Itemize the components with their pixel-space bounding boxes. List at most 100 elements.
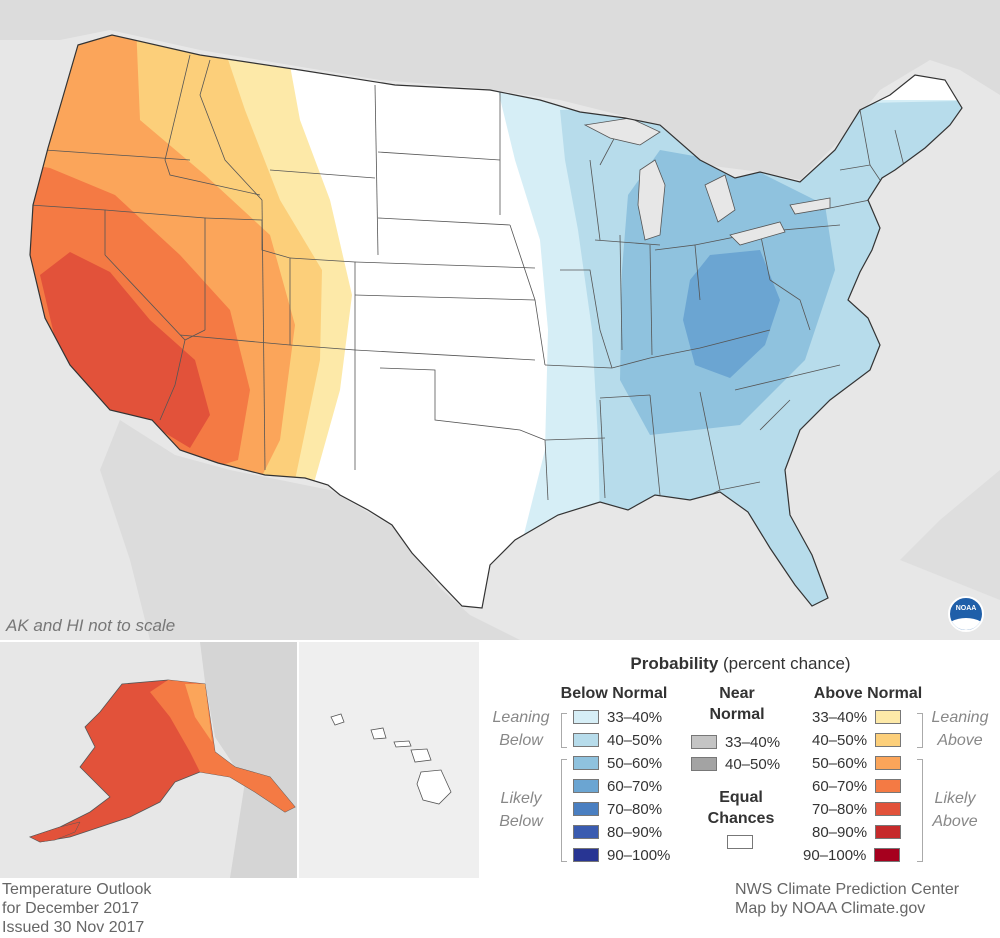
legend-item-below-33-40: 33–40% [573,708,662,726]
alaska-50-60-area [185,684,212,742]
hawaii-inset [299,642,479,878]
swatch [874,848,901,862]
issue-date: Issued 30 Nov 2017 [2,919,145,936]
outlook-period: for December 2017 [2,900,139,917]
equal-chances-header: Equal Chances [681,787,801,829]
noaa-logo-wave [950,618,982,630]
legend-item-below-90-100: 90–100% [573,846,670,864]
outlook-title: Temperature Outlook [2,881,152,898]
swatch-label: 90–100% [803,846,867,864]
scale-note: AK and HI not to scale [6,616,176,635]
swatch [875,802,902,816]
alaska-map-graphic [28,642,297,878]
legend-item-near-40-50: 40–50% [691,755,780,773]
legend-item-above-40-50: 40–50% [812,731,902,749]
legend-item-above-70-80: 70–80% [812,800,902,818]
swatch [573,756,599,770]
lake-ontario [789,197,831,215]
legend-item-below-70-80: 70–80% [573,800,662,818]
legend-item-above-50-60: 50–60% [812,754,902,772]
swatch [573,802,599,816]
below-normal-header: Below Normal [560,685,668,702]
leaning-below-label: Leaning Below [481,706,561,752]
legend-item-above-33-40: 33–40% [812,708,902,726]
swatch-label: 33–40% [812,708,868,726]
legend-item-above-60-70: 60–70% [812,777,902,795]
canada-land [0,0,1000,180]
swatch [875,710,902,724]
legend-item-below-40-50: 40–50% [573,731,662,749]
above-normal-header: Above Normal [813,685,923,702]
state-boundaries [30,54,906,501]
swatch [573,825,599,839]
legend-item-below-60-70: 60–70% [573,777,662,795]
likely-above-line1: Likely [934,790,976,807]
swatch [691,757,717,771]
legend-item-near-33-40: 33–40% [691,733,780,751]
noaa-logo: NOAA [948,596,984,632]
swatch [573,710,599,724]
leaning-above-line2: Above [937,732,983,749]
near-normal-header-line1: Near [719,685,755,702]
oahu-island [370,727,387,740]
swatch-label: 70–80% [607,800,663,818]
swatch-label: 80–90% [607,823,663,841]
credit-climate-gov: Map by NOAA Climate.gov [735,900,926,917]
noaa-logo-text: NOAA [955,605,977,612]
lake-superior [583,117,661,146]
legend-title-rest: (percent chance) [718,654,851,673]
swatch-label: 50–60% [812,754,868,772]
lake-huron [704,174,736,223]
alaska-inset [0,642,297,878]
swatch-label: 50–60% [607,754,663,772]
hawaii-map-graphic [330,713,452,805]
swatch-label: 40–50% [607,731,663,749]
swatch-label: 90–100% [607,846,671,864]
equal-chances-swatch [727,835,753,849]
aleutian-islands [29,821,81,843]
likely-above-bracket [917,759,923,862]
swatch-label: 40–50% [725,755,781,773]
likely-below-line2: Below [499,813,543,830]
legend-item-below-80-90: 80–90% [573,823,662,841]
lake-erie [729,221,786,246]
leaning-below-line1: Leaning [492,709,550,726]
mexico-land [100,420,520,640]
legend-item-below-50-60: 50–60% [573,754,662,772]
molokai-island [393,740,412,748]
swatch-label: 80–90% [812,823,868,841]
leaning-above-line1: Leaning [931,709,989,726]
leaning-below-bracket [561,713,567,748]
swatch-label: 40–50% [812,731,868,749]
canada-land [200,642,297,878]
swatch-label: 33–40% [607,708,663,726]
legend-item-above-80-90: 80–90% [812,823,902,841]
alaska-likely-above-area [28,679,296,843]
swatch-label: 60–70% [607,777,663,795]
swatch [875,779,902,793]
legend-title-bold: Probability [630,654,719,673]
swatch [875,733,902,747]
likely-above-line2: Above [932,813,978,830]
alaska-60-70-area [150,680,295,812]
conus-map: AK and HI not to scale NOAA [0,0,1000,640]
swatch [573,733,599,747]
lake-michigan [637,159,666,241]
equal-chances-line2: Chances [707,810,775,827]
swatch-label: 70–80% [812,800,868,818]
likely-below-label: Likely Below [481,787,561,833]
swatch [573,848,599,862]
likely-below-bracket [561,759,567,862]
swatch-label: 60–70% [812,777,868,795]
leaning-below-line2: Below [499,732,543,749]
likely-above-label: Likely Above [925,787,985,833]
footer-right: NWS Climate Prediction Center Map by NOA… [735,880,959,918]
swatch [573,779,599,793]
leaning-above-label: Leaning Above [925,706,995,752]
swatch [875,825,902,839]
near-normal-header-line2: Normal [709,706,765,723]
footer-left: Temperature Outlook for December 2017 Is… [2,880,151,937]
maui-island [410,748,432,763]
swatch [875,756,902,770]
likely-below-line1: Likely [500,790,542,807]
